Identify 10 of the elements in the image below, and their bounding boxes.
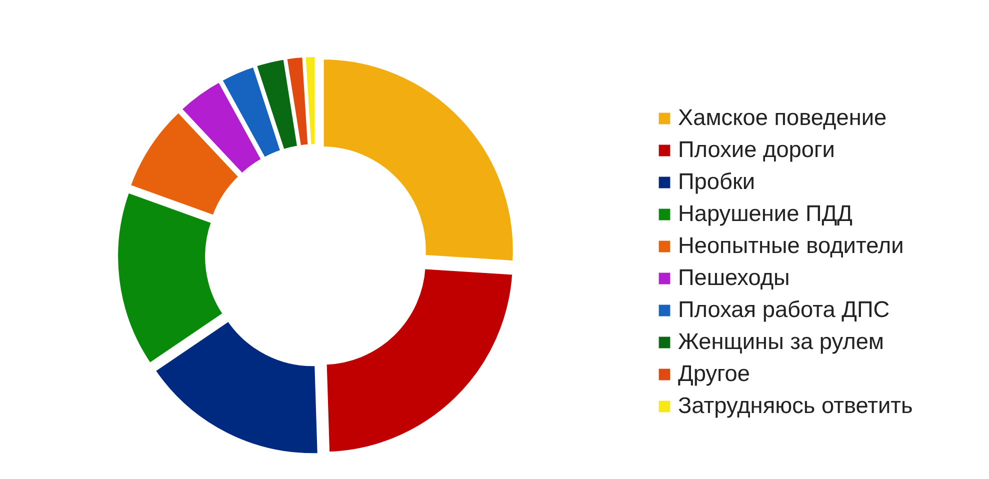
legend-label: Пробки: [678, 168, 756, 195]
legend-label: Другое: [678, 360, 750, 387]
legend-label: Хамское поведение: [678, 104, 887, 131]
legend-label: Затрудняюсь ответить: [678, 392, 913, 419]
legend-label: Пешеходы: [678, 264, 790, 291]
legend-label: Женщины за рулем: [678, 328, 884, 355]
legend-label: Плохая работа ДПС: [678, 296, 890, 323]
legend-label: Нарушение ПДД: [678, 200, 852, 227]
legend-label: Плохие дороги: [678, 136, 835, 163]
legend-label: Неопытные водители: [678, 232, 904, 259]
